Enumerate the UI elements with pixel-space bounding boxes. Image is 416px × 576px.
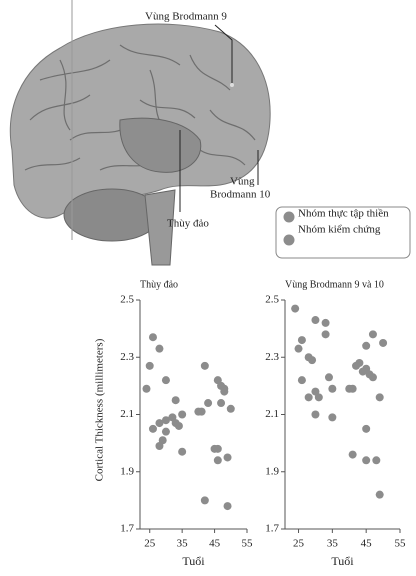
point	[161, 416, 170, 425]
point	[223, 502, 232, 511]
point	[223, 453, 232, 462]
point	[328, 384, 337, 393]
region-label: Brodmann 10	[210, 189, 271, 201]
point	[328, 413, 337, 422]
x-tick-label: 25	[144, 538, 156, 550]
x-tick-label: 55	[242, 538, 254, 550]
point	[379, 338, 388, 347]
point	[226, 404, 235, 413]
point	[171, 419, 180, 428]
legend-marker	[283, 234, 295, 246]
point	[321, 330, 330, 339]
chart-title: Thùy đảo	[140, 279, 178, 290]
y-axis-label: Cortical Thickness (millimeters)	[94, 338, 106, 481]
point	[217, 399, 226, 408]
y-tick-label: 1.9	[120, 465, 134, 477]
point	[375, 393, 384, 402]
y-tick-label: 2.3	[265, 351, 279, 363]
point	[178, 447, 187, 456]
point	[372, 456, 381, 465]
point	[161, 376, 170, 385]
point	[297, 376, 306, 385]
legend-marker	[283, 211, 295, 223]
legend-label: Nhóm thực tập thiền	[298, 208, 389, 220]
point	[348, 384, 357, 393]
point	[368, 373, 377, 382]
y-tick-label: 2.3	[120, 351, 134, 363]
point	[294, 344, 303, 353]
x-tick-label: 35	[177, 538, 189, 550]
point	[321, 318, 330, 327]
x-tick-label: 45	[361, 538, 373, 550]
point	[355, 358, 364, 367]
point	[311, 410, 320, 419]
point	[161, 427, 170, 436]
region-label: Thùy đảo	[167, 218, 209, 230]
legend-label: Nhóm kiểm chứng	[298, 224, 381, 236]
point	[348, 450, 357, 459]
point	[155, 441, 164, 450]
point	[291, 304, 300, 313]
point	[178, 410, 187, 419]
point	[213, 456, 222, 465]
point	[171, 396, 180, 405]
point	[148, 424, 157, 433]
point	[197, 407, 206, 416]
point	[311, 316, 320, 325]
x-axis-label: Tuổi	[331, 554, 354, 568]
point	[155, 344, 164, 353]
gyri	[24, 44, 256, 171]
x-tick-label: 55	[395, 538, 407, 550]
pointer	[214, 24, 233, 85]
brainstem	[144, 189, 176, 266]
x-tick-label: 45	[209, 538, 221, 550]
point	[148, 333, 157, 342]
point	[204, 399, 213, 408]
point	[304, 393, 313, 402]
y-tick-label: 2.1	[265, 408, 279, 420]
y-tick-label: 2.1	[120, 408, 134, 420]
y-tick-label: 2.5	[120, 294, 134, 306]
y-tick-label: 2.5	[265, 294, 279, 306]
brain-illustration	[9, 0, 271, 266]
region-label: Vùng	[230, 176, 255, 188]
legend-box	[275, 206, 411, 259]
point	[213, 444, 222, 453]
insula-region	[119, 117, 202, 173]
point	[362, 456, 371, 465]
chart-title: Vùng Brodmann 9 và 10	[285, 279, 384, 290]
y-tick-label: 1.7	[265, 523, 279, 535]
point	[155, 419, 164, 428]
point	[362, 341, 371, 350]
point	[324, 373, 333, 382]
point	[308, 356, 317, 365]
point	[362, 424, 371, 433]
y-tick-label: 1.7	[120, 523, 134, 535]
point	[145, 361, 154, 370]
point	[220, 384, 229, 393]
x-tick-label: 25	[293, 538, 305, 550]
x-tick-label: 35	[327, 538, 339, 550]
point	[200, 361, 209, 370]
point	[368, 330, 377, 339]
y-tick-label: 1.9	[265, 465, 279, 477]
x-axis-label: Tuổi	[182, 554, 205, 568]
pointer-dot	[230, 83, 234, 87]
region-label: Vùng Brodmann 9	[145, 11, 227, 23]
point	[142, 384, 151, 393]
point	[314, 393, 323, 402]
point	[297, 336, 306, 345]
point	[375, 490, 384, 499]
point	[358, 367, 367, 376]
point	[200, 496, 209, 505]
